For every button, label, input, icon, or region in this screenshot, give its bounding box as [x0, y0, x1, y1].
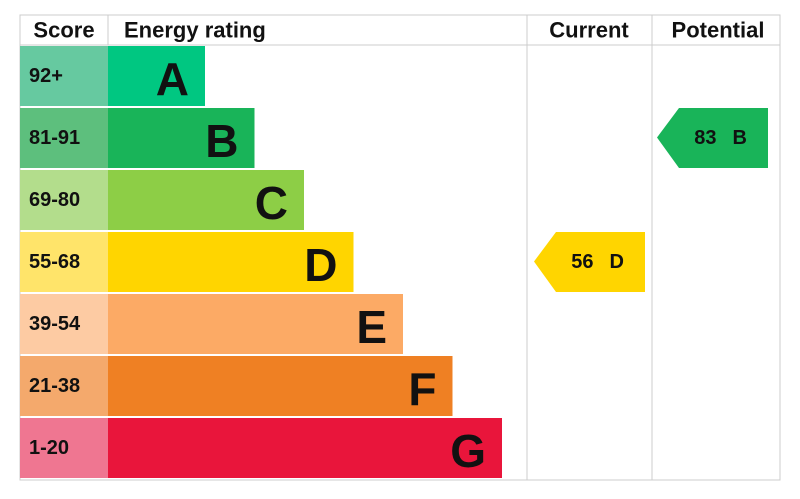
score-label: 1-20	[29, 437, 69, 459]
score-cell	[20, 170, 108, 230]
current-letter: D	[610, 251, 624, 273]
score-label: 39-54	[29, 313, 81, 335]
score-cell	[20, 418, 108, 478]
score-label: 69-80	[29, 189, 80, 211]
rating-bar	[108, 46, 205, 106]
rating-letter: G	[450, 425, 486, 477]
rating-bar	[108, 418, 502, 478]
header-score: Score	[33, 18, 94, 43]
current-arrow	[534, 232, 645, 292]
score-cell	[20, 294, 108, 354]
header-energy-rating: Energy rating	[124, 18, 266, 43]
header-potential: Potential	[672, 18, 765, 43]
rating-bar	[108, 170, 304, 230]
rating-letter: E	[356, 301, 387, 353]
rating-letter: B	[205, 115, 238, 167]
rating-bar	[108, 356, 453, 416]
score-label: 81-91	[29, 127, 80, 149]
rating-letter: C	[255, 177, 288, 229]
score-cell	[20, 232, 108, 292]
score-cell	[20, 108, 108, 168]
potential-arrow	[657, 108, 768, 168]
potential-letter: B	[733, 127, 747, 149]
score-cell	[20, 46, 108, 106]
score-cell	[20, 356, 108, 416]
rating-bar	[108, 108, 255, 168]
score-label: 92+	[29, 65, 63, 87]
rating-bar	[108, 294, 403, 354]
rating-bar	[108, 232, 354, 292]
rating-letter: D	[304, 239, 337, 291]
rating-letter: A	[156, 53, 189, 105]
header-current: Current	[549, 18, 629, 43]
current-value: 56	[571, 251, 593, 273]
score-label: 21-38	[29, 375, 80, 397]
rating-letter: F	[408, 363, 436, 415]
score-label: 55-68	[29, 251, 80, 273]
potential-value: 83	[694, 127, 716, 149]
